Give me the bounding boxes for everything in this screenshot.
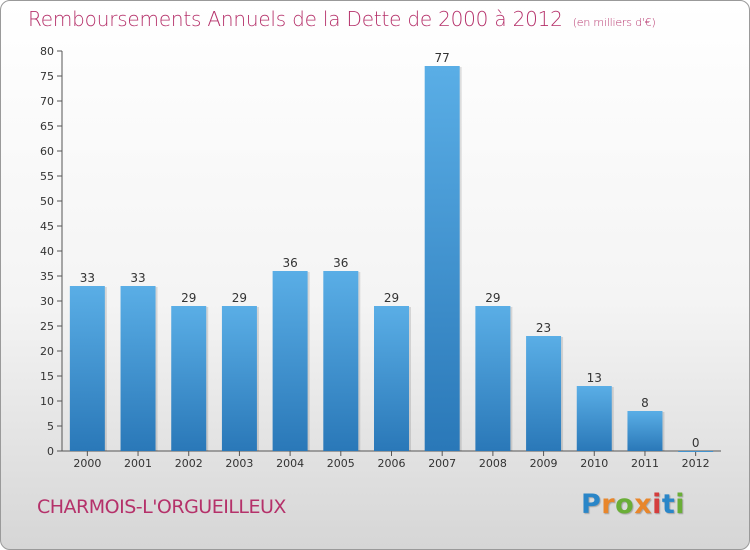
bar xyxy=(678,451,714,452)
data-label: 29 xyxy=(384,291,399,305)
x-tick-label: 2007 xyxy=(428,457,456,470)
bar xyxy=(221,306,257,451)
y-tick-label: 80 xyxy=(40,45,54,58)
bar xyxy=(627,411,663,451)
data-label: 36 xyxy=(333,256,348,270)
logo-letter: t xyxy=(661,489,676,520)
x-tick-label: 2009 xyxy=(530,457,558,470)
chart-title-text: Remboursements Annuels de la Dette de 20… xyxy=(28,7,563,31)
y-tick-label: 65 xyxy=(40,120,54,133)
proxiti-logo: Proxiti xyxy=(581,489,685,520)
chart-title: Remboursements Annuels de la Dette de 20… xyxy=(28,7,656,31)
y-tick-label: 30 xyxy=(40,295,54,308)
y-tick-label: 75 xyxy=(40,70,54,83)
x-tick-label: 2012 xyxy=(682,457,710,470)
logo-letter: P xyxy=(581,489,602,520)
bar xyxy=(526,336,562,451)
x-tick-label: 2008 xyxy=(479,457,507,470)
bar xyxy=(272,271,308,451)
bar xyxy=(323,271,359,451)
x-tick-label: 2000 xyxy=(73,457,101,470)
x-tick-label: 2005 xyxy=(327,457,355,470)
y-tick-label: 45 xyxy=(40,220,54,233)
x-tick-label: 2001 xyxy=(124,457,152,470)
logo-letter: o xyxy=(615,489,635,520)
x-tick-label: 2002 xyxy=(175,457,203,470)
data-label: 29 xyxy=(485,291,500,305)
y-tick-label: 50 xyxy=(40,195,54,208)
data-label: 33 xyxy=(130,271,145,285)
y-tick-label: 40 xyxy=(40,245,54,258)
data-label: 33 xyxy=(80,271,95,285)
bar xyxy=(576,386,612,451)
data-label: 23 xyxy=(536,321,551,335)
y-tick-label: 0 xyxy=(47,445,54,458)
x-tick-label: 2011 xyxy=(631,457,659,470)
y-tick-label: 20 xyxy=(40,345,54,358)
y-tick-label: 15 xyxy=(40,370,54,383)
data-label: 0 xyxy=(692,436,700,450)
y-tick-label: 55 xyxy=(40,170,54,183)
y-tick-label: 35 xyxy=(40,270,54,283)
logo-letter: i xyxy=(675,489,686,520)
data-label: 36 xyxy=(282,256,297,270)
y-tick-label: 60 xyxy=(40,145,54,158)
x-tick-label: 2003 xyxy=(225,457,253,470)
bar xyxy=(424,66,460,451)
bar xyxy=(374,306,409,451)
logo-letter: i xyxy=(652,489,662,520)
data-label: 8 xyxy=(641,396,649,410)
logo-letter: r xyxy=(601,489,616,520)
data-label: 13 xyxy=(587,371,602,385)
y-tick-label: 10 xyxy=(40,395,54,408)
commune-name: CHARMOIS-L'ORGUEILLEUX xyxy=(37,496,286,518)
bar xyxy=(69,286,105,451)
logo-letter: x xyxy=(634,489,653,520)
data-label: 77 xyxy=(435,51,450,65)
bar xyxy=(171,306,207,451)
data-label: 29 xyxy=(181,291,196,305)
bar xyxy=(120,286,156,451)
data-label: 29 xyxy=(232,291,247,305)
y-tick-label: 70 xyxy=(40,95,54,108)
y-tick-label: 25 xyxy=(40,320,54,333)
bar xyxy=(475,306,511,451)
chart-subtitle: (en milliers d'€) xyxy=(572,16,656,29)
y-tick-label: 5 xyxy=(47,420,54,433)
x-tick-label: 2004 xyxy=(276,457,304,470)
x-tick-label: 2010 xyxy=(580,457,608,470)
x-tick-label: 2006 xyxy=(378,457,406,470)
